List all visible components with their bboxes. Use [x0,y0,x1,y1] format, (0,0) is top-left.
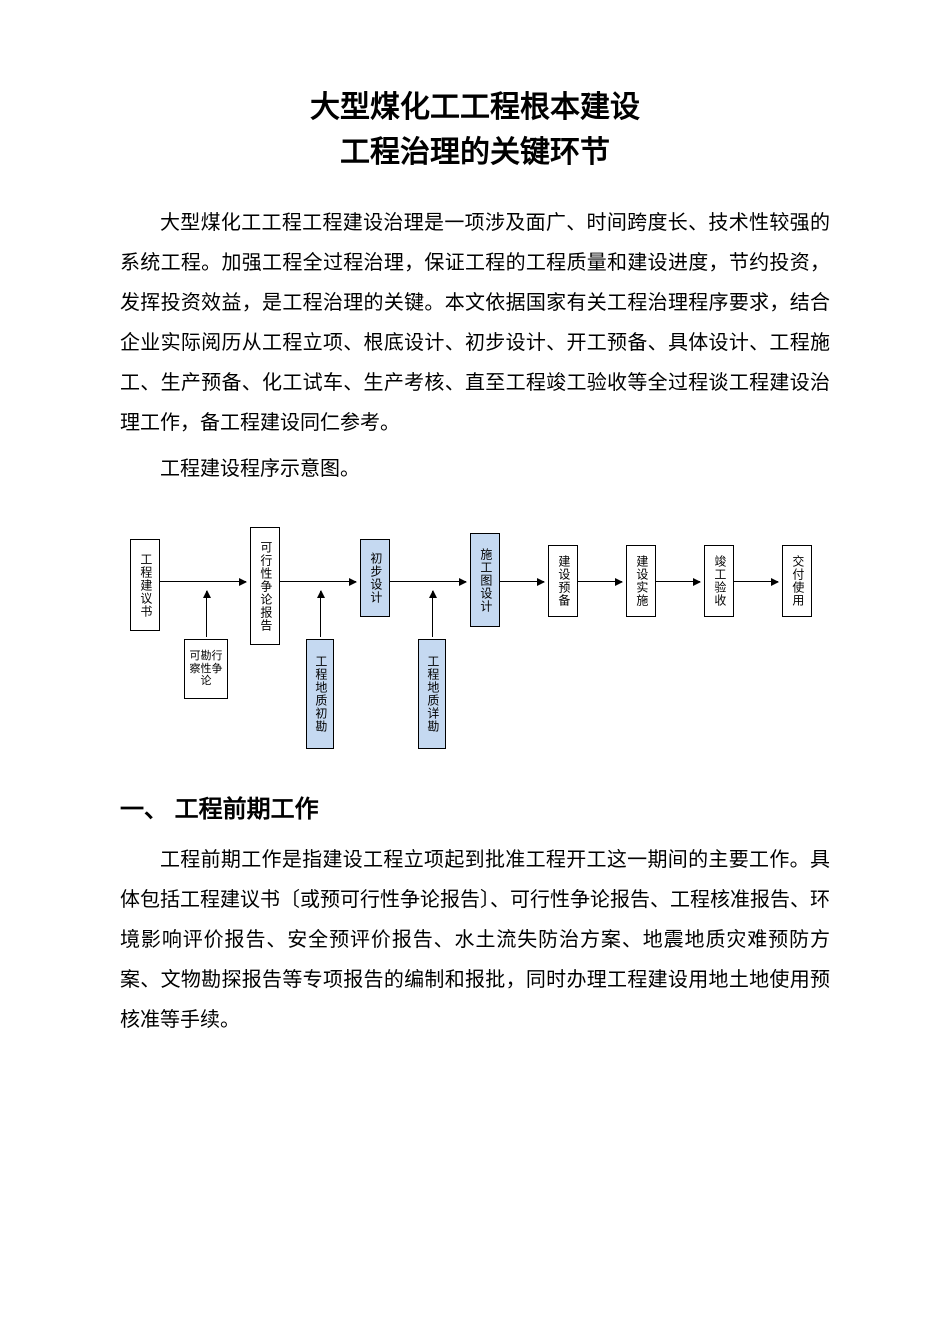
title-line-1: 大型煤化工工程根本建设 [120,85,830,130]
node-feasibility-report: 可行性争论报告 [250,527,280,645]
arrow-v-3 [432,591,433,637]
section-1-heading: 一、 工程前期工作 [120,789,830,824]
diagram-caption: 工程建设程序示意图。 [120,449,830,489]
arrow-h-2 [280,581,356,582]
section-1-paragraph: 工程前期工作是指建设工程立项起到批准工程开工这一期间的主要工作。具体包括工程建议… [120,840,830,1040]
node-construction-exec: 建设实施 [626,545,656,617]
node-proposal: 工程建议书 [130,539,160,631]
document-title: 大型煤化工工程根本建设 工程治理的关键环节 [120,85,830,175]
arrow-h-6 [656,581,700,582]
arrow-h-4 [500,581,544,582]
node-preliminary-design: 初步设计 [360,539,390,617]
arrow-h-7 [734,581,778,582]
node-completion-acceptance: 竣工验收 [704,545,734,617]
node-geo-detail-survey: 工程地质详勘 [418,639,446,749]
node-survey-feasibility: 可勘行察性争论 [184,639,228,699]
arrow-h-1 [160,581,246,582]
title-line-2: 工程治理的关键环节 [120,130,830,175]
process-flowchart: 工程建议书 可行性争论报告 初步设计 施工图设计 建设预备 建设实施 竣工验收 … [120,509,840,759]
node-handover: 交付使用 [782,545,812,617]
intro-paragraph: 大型煤化工工程工程建设治理是一项涉及面广、时间跨度长、技术性较强的系统工程。加强… [120,203,830,443]
node-construction-drawing: 施工图设计 [470,533,500,627]
arrow-v-1 [206,591,207,637]
node-geo-prelim-survey: 工程地质初勘 [306,639,334,749]
arrow-h-3 [390,581,466,582]
arrow-h-5 [578,581,622,582]
node-construction-prep: 建设预备 [548,545,578,617]
arrow-v-2 [320,591,321,637]
